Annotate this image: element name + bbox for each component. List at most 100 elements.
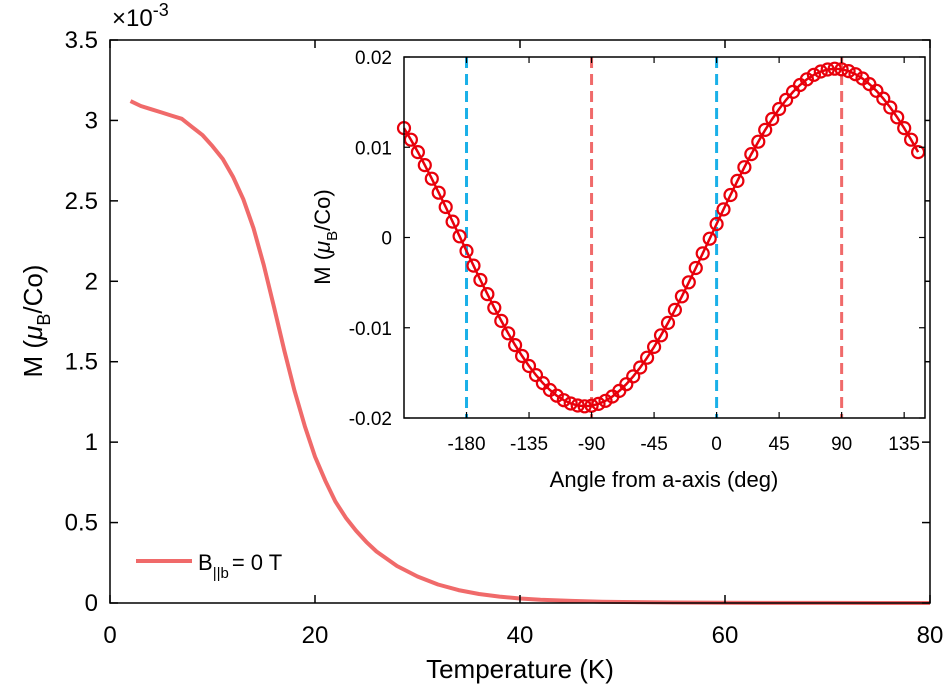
inset-data-point [674, 289, 690, 304]
inset-data-point [751, 134, 766, 149]
inset-data-point [653, 328, 669, 343]
inset-data-point [417, 158, 432, 173]
inset-data-point [771, 101, 787, 117]
inset-data-point [528, 368, 544, 383]
inset-y-tick-label: -0.01 [349, 319, 392, 340]
inset-data-point [445, 214, 460, 229]
inset-x-tick-label: 90 [831, 434, 852, 455]
inset-x-tick-label: -135 [510, 434, 548, 455]
inset-data-point [890, 110, 905, 125]
inset-data-point [667, 302, 683, 317]
inset-data-point [633, 360, 648, 375]
inset-data-point [403, 132, 418, 147]
inset-data-point [410, 145, 425, 160]
inset-data-point [459, 243, 474, 259]
inset-data-point [438, 199, 453, 215]
inset-data-point [577, 399, 592, 414]
main-y-axis-label: M (μB/Co) [18, 265, 54, 378]
inset-y-tick-label: 0.01 [355, 138, 392, 159]
inset-y-tick-label: -0.02 [349, 409, 392, 430]
inset-data-point [834, 62, 849, 77]
inset-data-point [424, 171, 439, 186]
inset-curve-layer [396, 61, 926, 414]
inset-data-point [806, 67, 822, 82]
main-y-tick-label: 1 [85, 429, 98, 456]
inset-data-point [778, 92, 794, 108]
inset-data-point [494, 313, 509, 328]
inset-data-point [646, 339, 662, 354]
inset-data-point [897, 121, 912, 136]
inset-data-point [876, 91, 891, 106]
inset-data-point [619, 377, 634, 392]
inset-data-point [681, 275, 696, 290]
inset-data-point [473, 272, 488, 288]
inset-y-tick-label: 0.02 [355, 48, 392, 69]
inset-data-point [660, 315, 676, 330]
inset-data-point [709, 216, 724, 232]
inset-x-tick-label: 135 [888, 434, 920, 455]
main-x-tick-label: 60 [712, 622, 739, 649]
inset-plot: -180 -135 -90 -45 0 45 90 135 -0.02 -0.01 0 0.01 0.0… [310, 48, 926, 492]
inset-data-point [452, 229, 467, 244]
inset-x-tick-label: -90 [578, 434, 605, 455]
main-x-tick-label: 0 [103, 622, 116, 649]
inset-data-point [688, 260, 703, 276]
main-y-tick-label: 2.5 [65, 188, 98, 215]
inset-plot-area [404, 57, 925, 418]
inset-ticks: -180 -135 -90 -45 0 45 90 135 -0.02 -0.01 0 0.01 0.0… [349, 48, 925, 455]
legend: B||b = 0 T [136, 550, 282, 582]
inset-data-point [820, 62, 835, 77]
inset-data-point [827, 61, 842, 76]
inset-data-point [744, 147, 759, 162]
inset-data-point [507, 338, 523, 353]
inset-data-point [514, 348, 530, 364]
inset-data-point [501, 326, 516, 341]
inset-data-point [910, 145, 926, 160]
inset-data-point [466, 258, 481, 273]
inset-data-point [813, 64, 828, 79]
main-y-tick-label: 1.5 [65, 349, 98, 376]
main-y-tick-label: 0.5 [65, 510, 98, 537]
inset-data-point [591, 396, 606, 411]
inset-x-tick-label: -45 [640, 434, 667, 455]
main-x-tick-label: 20 [302, 622, 329, 649]
legend-label: B||b = 0 T [198, 550, 282, 582]
inset-data-point [570, 398, 585, 413]
inset-data-point [626, 369, 641, 384]
inset-data-point [521, 358, 537, 374]
inset-data-point [883, 100, 898, 115]
inset-data-point [431, 185, 446, 200]
inset-y-tick-label: 0 [381, 229, 392, 250]
inset-x-tick-label: 0 [711, 434, 722, 455]
inset-data-point [487, 300, 502, 315]
inset-data-point [556, 393, 571, 408]
main-x-tick-label: 40 [507, 622, 534, 649]
inset-data-point [758, 122, 773, 137]
inset-data-point [695, 246, 710, 261]
inset-data-point [848, 67, 863, 82]
inset-data-point [723, 187, 738, 203]
main-x-axis-label: Temperature (K) [426, 654, 614, 684]
inset-x-axis-label: Angle from a-axis (deg) [550, 467, 779, 492]
inset-data-point [841, 63, 856, 79]
inset-data-point [639, 350, 655, 365]
inset-x-tick-label: -180 [448, 434, 486, 455]
inset-data-point [598, 393, 613, 408]
main-x-tick-label: 80 [917, 622, 943, 649]
inset-data-point [584, 398, 599, 413]
inset-data-point [737, 160, 752, 175]
inset-data-point [903, 132, 919, 147]
main-y-tick-label: 3 [85, 107, 98, 134]
inset-data-point [563, 396, 578, 411]
inset-data-point [730, 173, 745, 188]
inset-data-point [716, 202, 731, 217]
main-y-tick-label: 0 [85, 590, 98, 617]
main-y-tick-label: 3.5 [65, 27, 98, 54]
inset-data-point [480, 287, 495, 302]
exponent-label: ×10-3 [112, 0, 169, 32]
inset-data-point [869, 83, 884, 98]
inset-data-point [765, 111, 780, 127]
inset-data-point [799, 72, 815, 87]
main-y-tick-label: 2 [85, 268, 98, 295]
